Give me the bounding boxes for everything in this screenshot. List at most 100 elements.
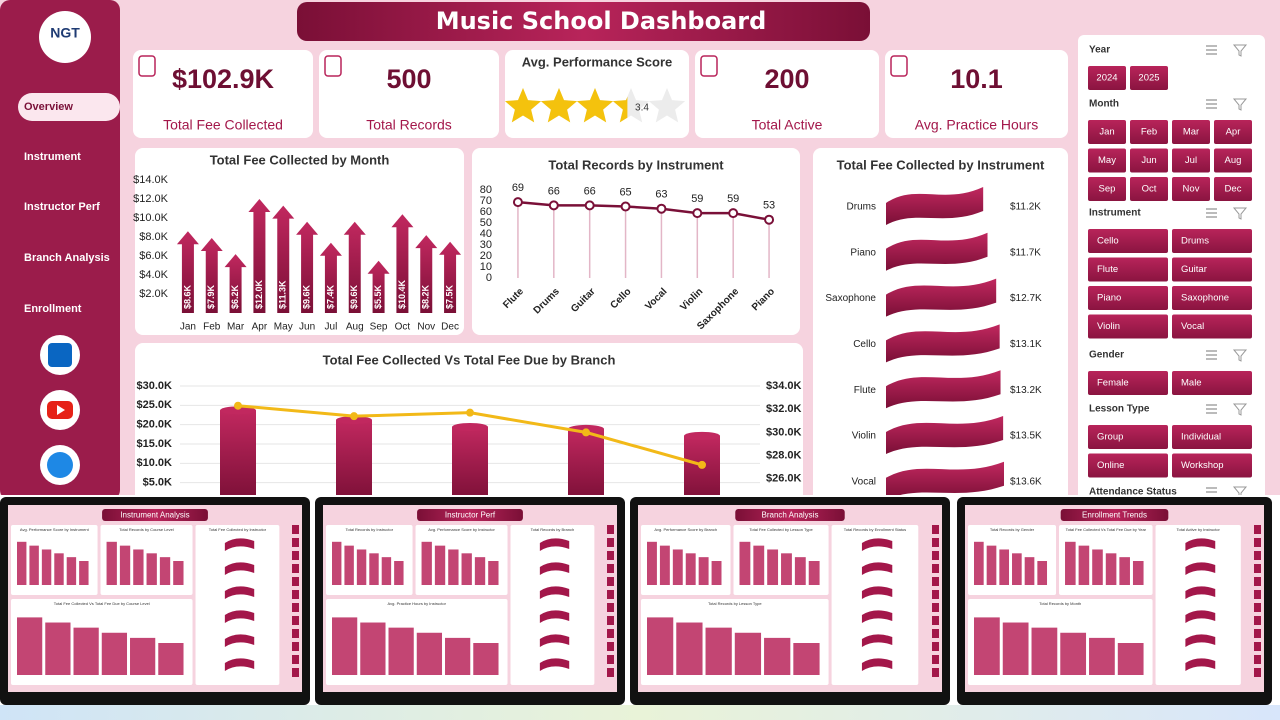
filter-option[interactable]: Cello	[1097, 236, 1119, 247]
thumbnail-shape	[1105, 553, 1117, 585]
filter-button[interactable]	[1130, 120, 1168, 144]
nav-active[interactable]	[18, 93, 120, 121]
filter-option[interactable]: Jul	[1185, 155, 1197, 166]
filter-button[interactable]	[1088, 229, 1168, 253]
filter-button[interactable]	[1088, 257, 1168, 282]
filter-button[interactable]	[1088, 425, 1168, 449]
filter-button[interactable]	[1088, 371, 1168, 395]
filter-option[interactable]: Saxophone	[1181, 293, 1229, 304]
point	[350, 412, 358, 421]
thumbnail-panel	[831, 525, 919, 685]
point	[512, 197, 523, 208]
filter-option[interactable]: Apr	[1226, 127, 1241, 138]
multi-select-icon[interactable]	[1206, 208, 1217, 218]
clear-filter-icon[interactable]	[1232, 207, 1248, 220]
filter-button[interactable]	[1172, 425, 1252, 449]
clear-filter-icon[interactable]	[1232, 44, 1248, 57]
value-label: 63	[655, 189, 667, 201]
thumbnail-shape	[539, 634, 570, 647]
clear-filter-icon[interactable]	[1232, 98, 1248, 111]
filter-button[interactable]	[1130, 177, 1168, 201]
bar-top	[684, 431, 720, 440]
filter-button[interactable]	[1214, 177, 1252, 201]
filter-option[interactable]: Jun	[1141, 155, 1156, 166]
filter-option[interactable]: Sep	[1099, 184, 1116, 195]
filter-option[interactable]: Individual	[1181, 432, 1221, 443]
filter-option[interactable]: Aug	[1225, 155, 1242, 166]
filter-button[interactable]	[1172, 314, 1252, 339]
filter-option[interactable]: Piano	[1097, 293, 1121, 304]
flag-bar	[886, 370, 1001, 409]
y-tick-label: Violin	[852, 431, 876, 442]
value-label: $7.4K	[325, 284, 335, 309]
thumbnail-shape	[388, 627, 414, 675]
filter-option[interactable]: Vocal	[1181, 321, 1204, 332]
filter-option[interactable]: Dec	[1225, 184, 1242, 195]
thumbnail-shape	[1132, 561, 1144, 585]
thumbnail-panel-title: Avg. Practice Hours by Instructor	[388, 601, 447, 606]
value-label: 65	[619, 186, 631, 198]
point	[728, 208, 739, 219]
nav-item[interactable]: Enrollment	[24, 303, 82, 315]
thumbnail-panel-title: Total Records by Instructor	[345, 527, 393, 532]
filter-option[interactable]: Nov	[1183, 184, 1200, 195]
filter-button[interactable]	[1172, 229, 1252, 253]
thumbnail-filter	[607, 590, 614, 599]
filter-button[interactable]	[1088, 66, 1126, 90]
multi-select-icon[interactable]	[1206, 99, 1217, 109]
filter-button[interactable]	[1088, 148, 1126, 173]
filter-option[interactable]: Violin	[1097, 321, 1120, 332]
filter-button[interactable]	[1214, 148, 1252, 173]
web-glyph	[47, 452, 73, 478]
value-label: $7.5K	[444, 284, 454, 309]
multi-select-icon[interactable]	[1206, 350, 1217, 360]
filter-option[interactable]: Flute	[1097, 264, 1118, 275]
filter-button[interactable]	[1172, 257, 1252, 282]
filter-option[interactable]: Male	[1181, 378, 1202, 389]
thumbnail-shape	[1092, 549, 1103, 585]
filter-button[interactable]	[1214, 120, 1252, 144]
filter-option[interactable]: May	[1098, 155, 1116, 166]
filter-option[interactable]: Feb	[1141, 127, 1157, 138]
thumbnail-shape	[17, 541, 27, 585]
filter-option[interactable]: Female	[1097, 378, 1129, 389]
filter-button[interactable]	[1172, 148, 1210, 173]
multi-select-icon[interactable]	[1206, 45, 1217, 55]
filter-button[interactable]	[1088, 453, 1168, 478]
filter-option[interactable]: Guitar	[1181, 264, 1207, 275]
filter-button[interactable]	[1088, 286, 1168, 310]
filter-option[interactable]: Online	[1097, 460, 1124, 471]
filter-option[interactable]: Oct	[1142, 184, 1157, 195]
filter-option[interactable]: Workshop	[1181, 460, 1224, 471]
filter-button[interactable]	[1172, 177, 1210, 201]
cylinder-bar	[452, 422, 488, 502]
thumbnail-shape	[1185, 562, 1216, 575]
filter-option[interactable]: 2024	[1096, 73, 1117, 84]
filter-option[interactable]: Drums	[1181, 236, 1209, 247]
filter-button[interactable]	[1172, 286, 1252, 310]
filter-button[interactable]	[1088, 177, 1126, 201]
filter-button[interactable]	[1172, 120, 1210, 144]
thumbnail-panel-title: Total Fee Collected Vs Total Fee Due by …	[1066, 527, 1147, 532]
filter-button[interactable]	[1088, 120, 1126, 144]
multi-select-icon[interactable]	[1206, 404, 1217, 414]
nav-item[interactable]: Instructor Perf	[24, 201, 100, 213]
clear-filter-icon[interactable]	[1232, 403, 1248, 416]
nav-item[interactable]: Overview	[24, 101, 73, 113]
filter-option[interactable]: Group	[1097, 432, 1123, 443]
filter-button[interactable]	[1088, 314, 1168, 339]
clear-filter-icon[interactable]	[1232, 349, 1248, 362]
arrow-bar	[200, 237, 223, 313]
nav-item[interactable]: Instrument	[24, 151, 81, 163]
filter-button[interactable]	[1172, 453, 1252, 478]
filter-button[interactable]	[1172, 371, 1252, 395]
chart-title: Total Fee Collected Vs Total Fee Due by …	[323, 352, 616, 367]
nav-item[interactable]: Branch Analysis	[24, 252, 110, 264]
filter-option[interactable]: Jan	[1099, 127, 1114, 138]
thumbnail-shape	[711, 561, 722, 585]
filter-option[interactable]: Mar	[1183, 127, 1199, 138]
filter-button[interactable]	[1130, 148, 1168, 173]
kpi-value: 200	[764, 64, 809, 94]
filter-option[interactable]: 2025	[1138, 73, 1159, 84]
filter-button[interactable]	[1130, 66, 1168, 90]
